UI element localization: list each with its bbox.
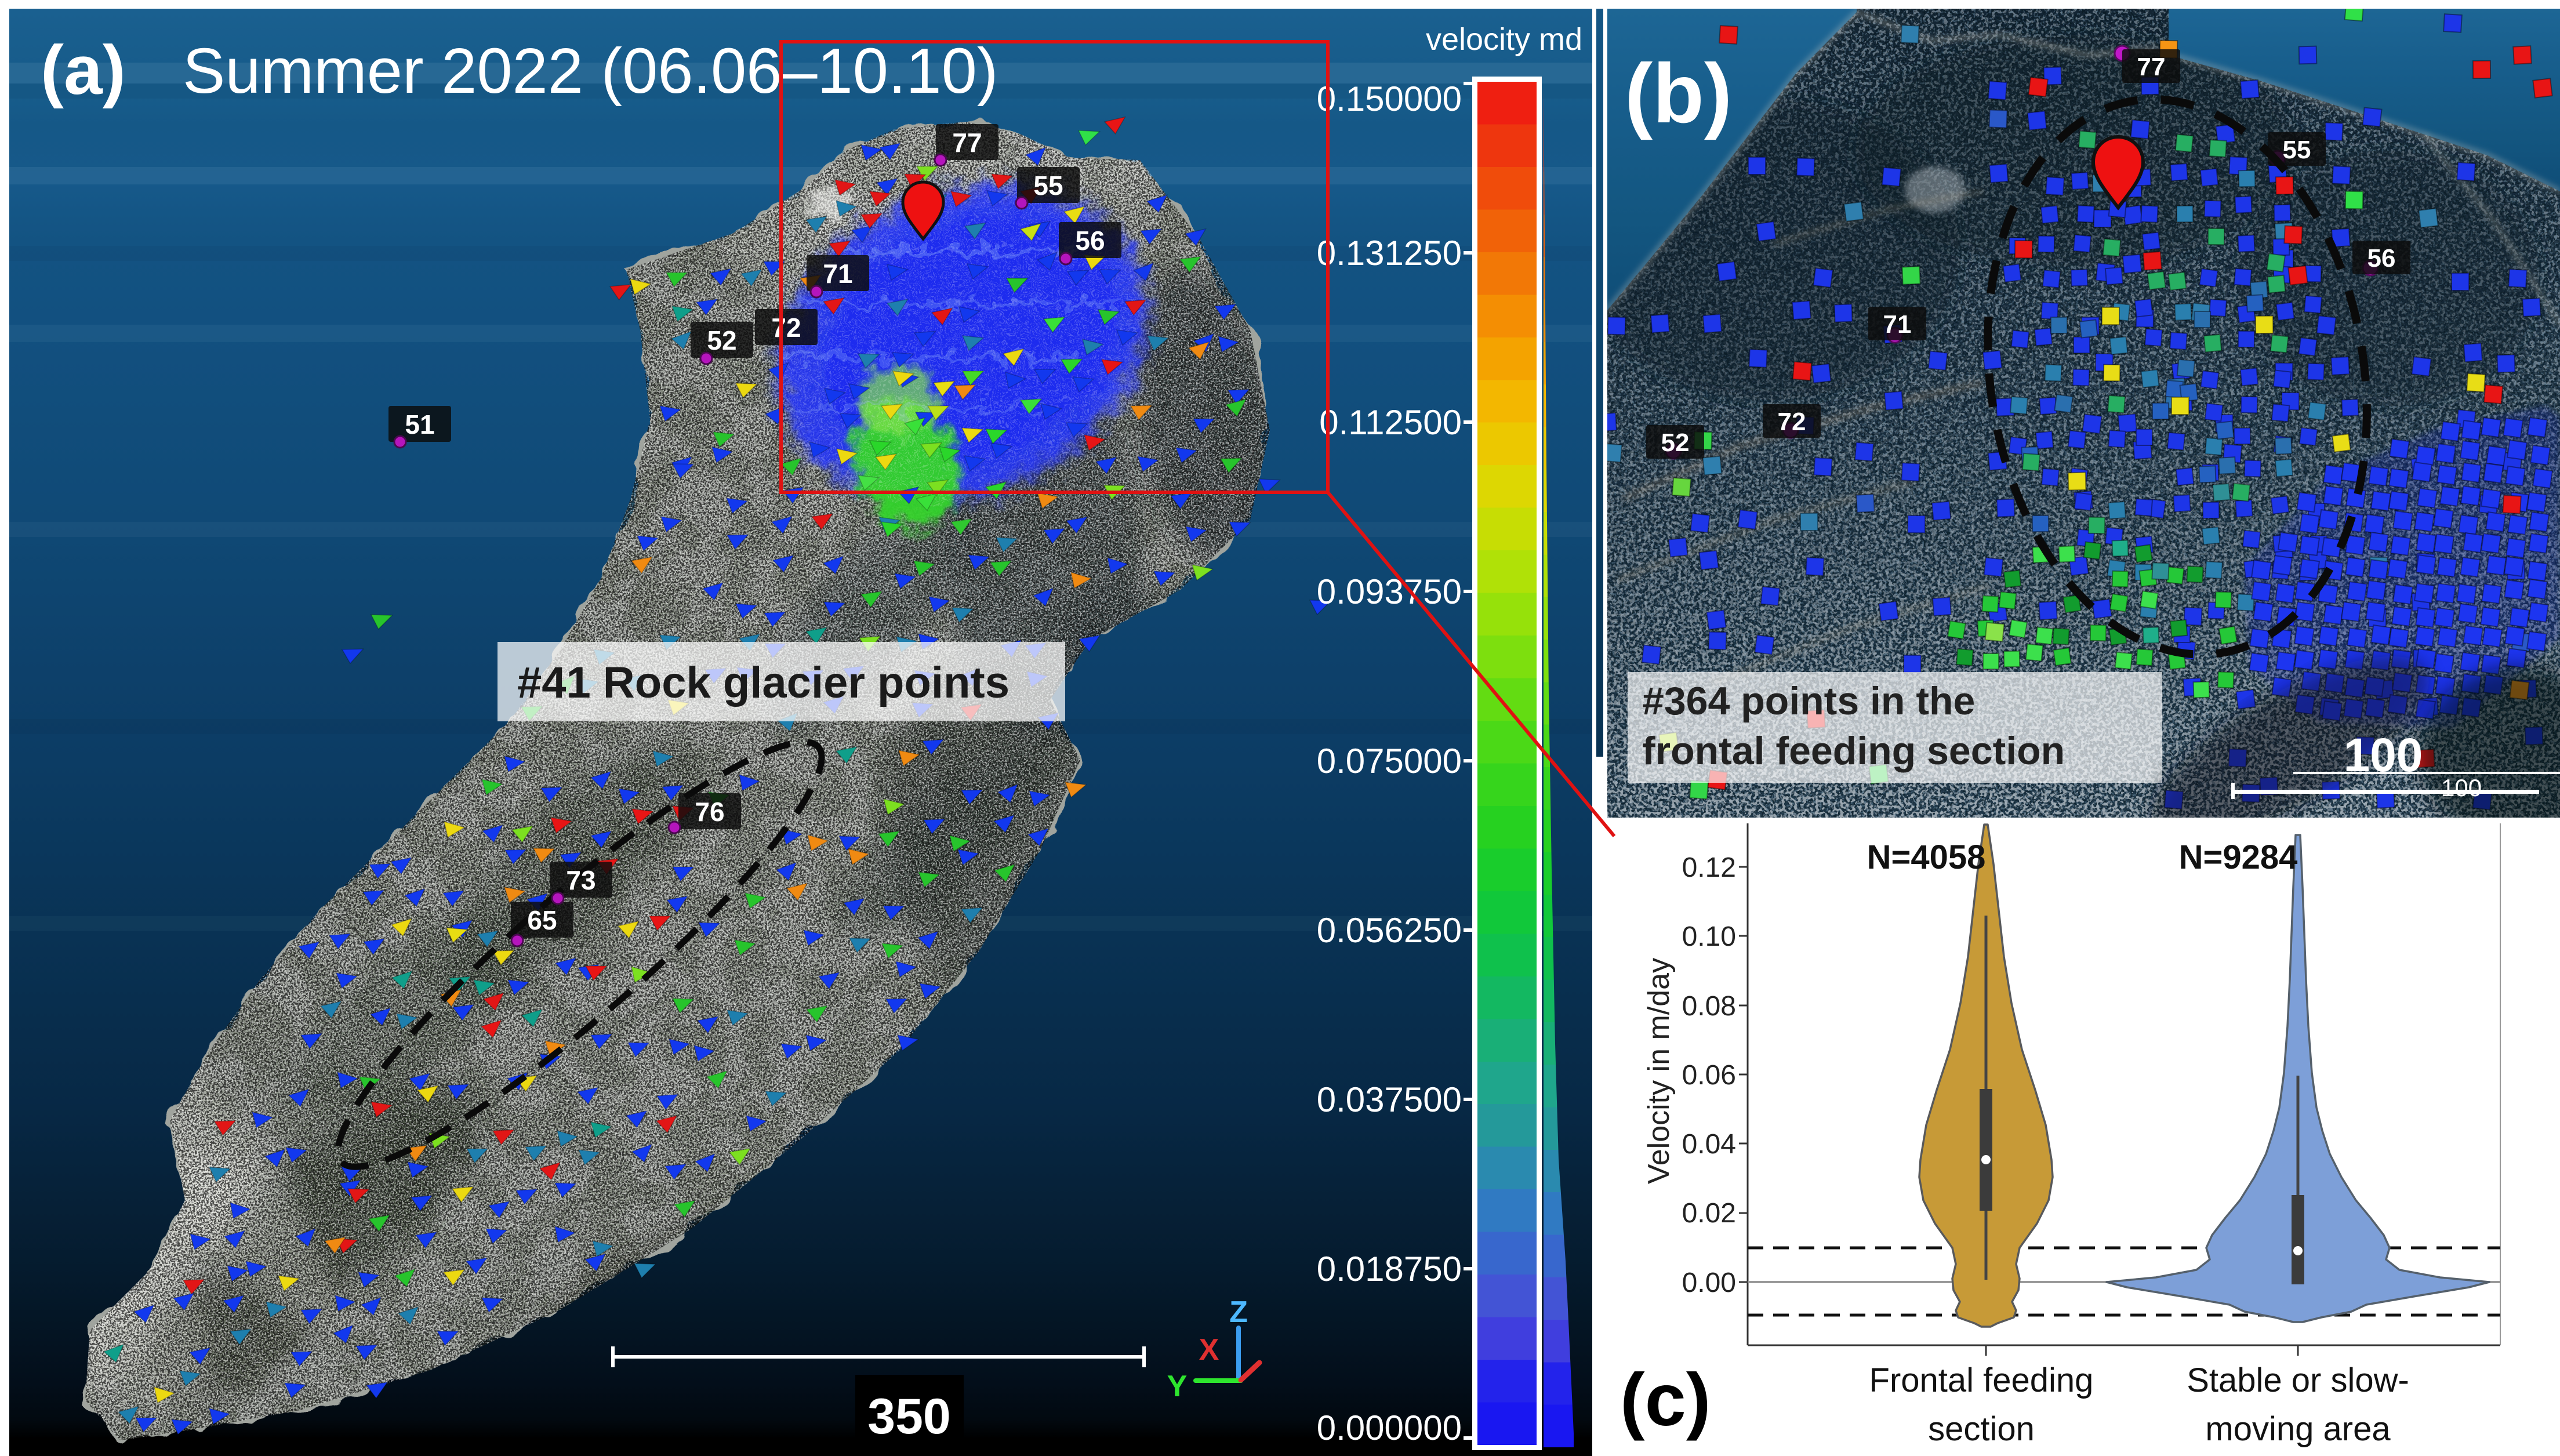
svg-text:71: 71	[1883, 310, 1912, 339]
svg-text:100: 100	[2441, 774, 2482, 801]
svg-text:0.150000: 0.150000	[1317, 79, 1462, 118]
svg-text:0.131250: 0.131250	[1317, 234, 1462, 273]
svg-text:72: 72	[771, 313, 801, 343]
svg-text:0.037500: 0.037500	[1317, 1080, 1462, 1119]
svg-text:56: 56	[2367, 244, 2396, 273]
svg-text:51: 51	[405, 409, 434, 440]
svg-text:X: X	[1199, 1333, 1219, 1367]
svg-text:(b): (b)	[1625, 46, 1732, 140]
svg-text:52: 52	[1661, 429, 1690, 457]
svg-text:Summer 2022 (06.06–10.10): Summer 2022 (06.06–10.10)	[183, 35, 998, 107]
svg-text:350: 350	[867, 1389, 951, 1444]
svg-text:0.056250: 0.056250	[1317, 911, 1462, 950]
svg-text:Z: Z	[1229, 1295, 1248, 1329]
svg-text:72: 72	[1778, 408, 1806, 436]
svg-text:77: 77	[952, 128, 982, 158]
svg-text:section: section	[1928, 1410, 2035, 1448]
svg-text:0.00: 0.00	[1682, 1268, 1736, 1298]
svg-text:0.000000: 0.000000	[1317, 1408, 1462, 1447]
svg-text:moving area: moving area	[2205, 1410, 2391, 1448]
svg-text:73: 73	[566, 865, 595, 895]
svg-text:56: 56	[1075, 226, 1105, 256]
svg-text:0.02: 0.02	[1682, 1198, 1736, 1229]
svg-text:velocity md: velocity md	[1426, 22, 1582, 57]
svg-text:0.08: 0.08	[1682, 991, 1736, 1022]
svg-text:0.093750: 0.093750	[1317, 572, 1462, 611]
svg-text:52: 52	[707, 325, 736, 355]
svg-text:76: 76	[695, 797, 724, 827]
svg-text:N=4058: N=4058	[1867, 838, 1986, 876]
svg-text:0.10: 0.10	[1682, 921, 1736, 952]
svg-text:Frontal feeding: Frontal feeding	[1869, 1361, 2094, 1399]
svg-text:Velocity in m/day: Velocity in m/day	[1642, 958, 1676, 1184]
svg-text:frontal feeding section: frontal feeding section	[1642, 729, 2065, 773]
svg-text:65: 65	[527, 905, 557, 935]
svg-text:55: 55	[1033, 170, 1063, 201]
svg-text:71: 71	[823, 259, 852, 289]
svg-text:55: 55	[2283, 136, 2311, 164]
svg-text:0.075000: 0.075000	[1317, 742, 1462, 780]
svg-text:0.06: 0.06	[1682, 1060, 1736, 1091]
svg-text:#364 points in the: #364 points in the	[1642, 679, 1975, 723]
svg-text:(c): (c)	[1620, 1359, 1711, 1442]
svg-text:77: 77	[2137, 53, 2166, 81]
svg-text:0.018750: 0.018750	[1317, 1250, 1462, 1288]
svg-text:N=9284: N=9284	[2179, 838, 2298, 876]
svg-text:0.04: 0.04	[1682, 1129, 1736, 1160]
svg-text:Stable or slow-: Stable or slow-	[2187, 1361, 2409, 1399]
svg-text:(a): (a)	[41, 31, 126, 109]
svg-text:0.112500: 0.112500	[1319, 403, 1462, 442]
svg-text:#41 Rock glacier points: #41 Rock glacier points	[517, 658, 1010, 707]
svg-text:0.12: 0.12	[1682, 852, 1736, 883]
svg-text:Y: Y	[1167, 1370, 1188, 1403]
